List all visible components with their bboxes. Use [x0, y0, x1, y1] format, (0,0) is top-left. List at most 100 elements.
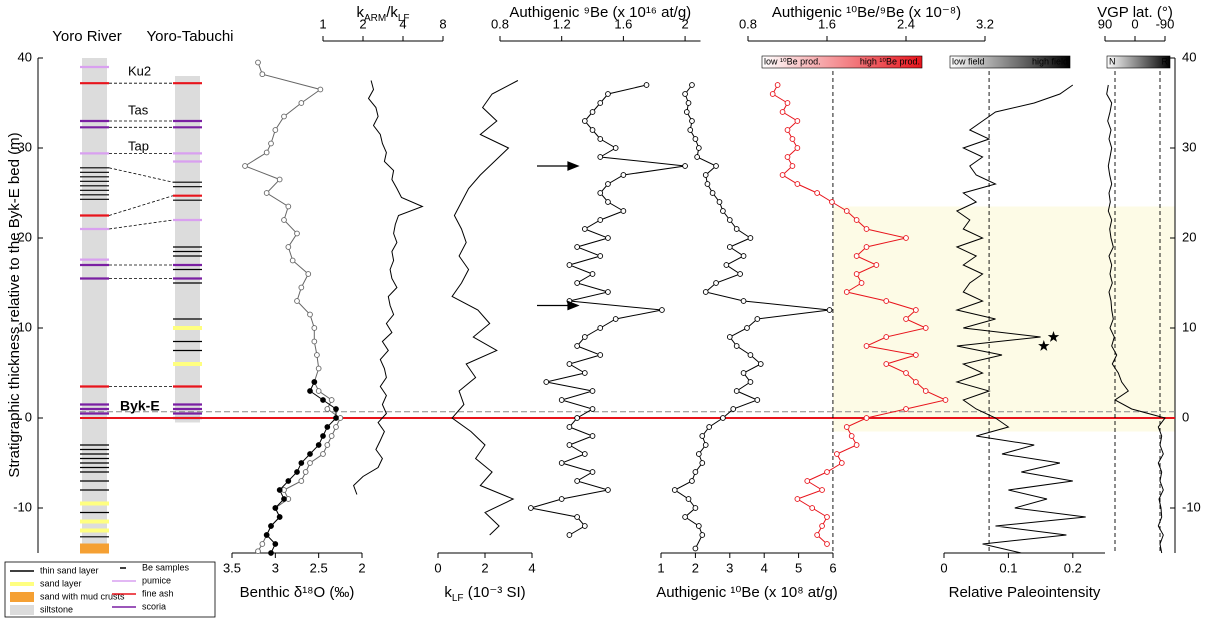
- data-point: [838, 460, 845, 466]
- data-point: [272, 127, 279, 133]
- x-axis-label: kARM/kLF: [356, 4, 409, 24]
- x-axis-label: kLF (10⁻³ SI): [444, 584, 525, 604]
- scale-bar-label: N: [1109, 56, 1116, 66]
- data-point: [826, 307, 833, 313]
- x-tick-label: 2: [359, 16, 366, 31]
- correlation-line: [108, 195, 174, 216]
- data-point: [747, 352, 754, 358]
- x-tick-label: 2.5: [310, 560, 328, 575]
- x-tick-label: 5: [795, 560, 802, 575]
- data-point: [804, 478, 811, 484]
- legend-label: thin sand layer: [40, 565, 99, 575]
- legend-box: [4, 561, 216, 618]
- data-point: [307, 311, 313, 318]
- data-point: [794, 496, 801, 502]
- data-point: [814, 190, 820, 196]
- data-point: [574, 415, 580, 421]
- y-tick-label: 20: [1182, 229, 1196, 244]
- x-tick-label: 1.6: [818, 16, 836, 31]
- data-point: [733, 343, 740, 349]
- data-point: [315, 442, 322, 448]
- data-point: [699, 532, 706, 538]
- data-point: [858, 280, 865, 286]
- data-point: [268, 140, 274, 147]
- profile-line: [353, 80, 424, 495]
- data-point: [682, 163, 688, 169]
- data-point: [294, 230, 300, 237]
- data-point: [589, 433, 596, 439]
- data-point: [689, 82, 695, 88]
- y-tick-label: 0: [1182, 409, 1189, 424]
- data-point: [747, 379, 754, 385]
- x-tick-label: 0.1: [999, 560, 1017, 575]
- data-point: [720, 415, 726, 421]
- layer: [80, 543, 109, 554]
- data-point: [843, 208, 850, 214]
- data-point: [682, 91, 688, 97]
- data-point: [574, 343, 580, 349]
- data-point: [315, 388, 322, 394]
- x-tick-label: 2: [692, 560, 699, 575]
- data-point: [543, 379, 550, 385]
- data-point: [903, 406, 909, 412]
- data-point: [809, 505, 816, 511]
- annotation: Ku2: [128, 63, 151, 78]
- data-point: [922, 388, 929, 394]
- scale-bar-label: high ¹⁰Be prod.: [860, 56, 920, 66]
- x-tick-label: 3: [726, 560, 733, 575]
- data-point: [863, 343, 870, 349]
- data-point: [263, 532, 270, 538]
- data-point: [259, 541, 266, 547]
- y-tick-label: -10: [1182, 499, 1201, 514]
- data-point: [320, 451, 326, 457]
- annotation: Tap: [128, 138, 149, 153]
- y-tick-label: 10: [18, 319, 32, 334]
- x-tick-label: 0.2: [1064, 560, 1082, 575]
- data-point: [692, 136, 699, 142]
- x-tick-label: 2.4: [897, 16, 915, 31]
- x-tick-label: 1.6: [614, 16, 632, 31]
- data-point: [333, 406, 339, 412]
- data-point: [694, 154, 700, 160]
- data-point: [913, 307, 919, 313]
- data-point: [744, 325, 750, 331]
- data-point: [784, 154, 791, 160]
- data-point: [829, 199, 835, 205]
- data-point: [320, 397, 326, 403]
- data-point: [289, 257, 296, 264]
- data-point: [558, 496, 565, 502]
- data-point: [566, 361, 573, 367]
- legend-label: scoria: [142, 601, 166, 611]
- data-point: [853, 217, 860, 223]
- data-point: [659, 307, 665, 313]
- data-point: [281, 113, 287, 120]
- data-point: [581, 334, 588, 340]
- data-point: [794, 118, 801, 124]
- data-point: [737, 271, 743, 277]
- data-point: [713, 280, 719, 286]
- data-point: [843, 289, 850, 295]
- data-point: [784, 100, 791, 106]
- data-point: [581, 523, 588, 529]
- data-point: [305, 271, 312, 277]
- data-point: [589, 406, 596, 412]
- data-point: [298, 478, 305, 484]
- x-axis-label: Authigenic ¹⁰Be/⁹Be (x 10⁻⁸): [772, 4, 961, 21]
- data-point: [255, 59, 261, 66]
- data-point: [263, 190, 270, 196]
- x-tick-label: 1.2: [553, 16, 571, 31]
- data-point: [558, 460, 565, 466]
- data-point: [317, 86, 324, 93]
- data-point: [285, 203, 292, 210]
- data-point: [605, 181, 611, 187]
- data-point: [268, 523, 274, 529]
- arrow: [537, 300, 580, 311]
- data-point: [863, 415, 870, 421]
- x-tick-label: 1: [657, 560, 664, 575]
- layer: [80, 501, 109, 506]
- x-axis-label: Benthic δ¹⁸O (‰): [240, 584, 355, 601]
- data-point: [692, 469, 699, 475]
- legend-label: pumice: [142, 575, 171, 585]
- annotation: Tas: [128, 102, 149, 117]
- highlight-band: [833, 206, 1175, 432]
